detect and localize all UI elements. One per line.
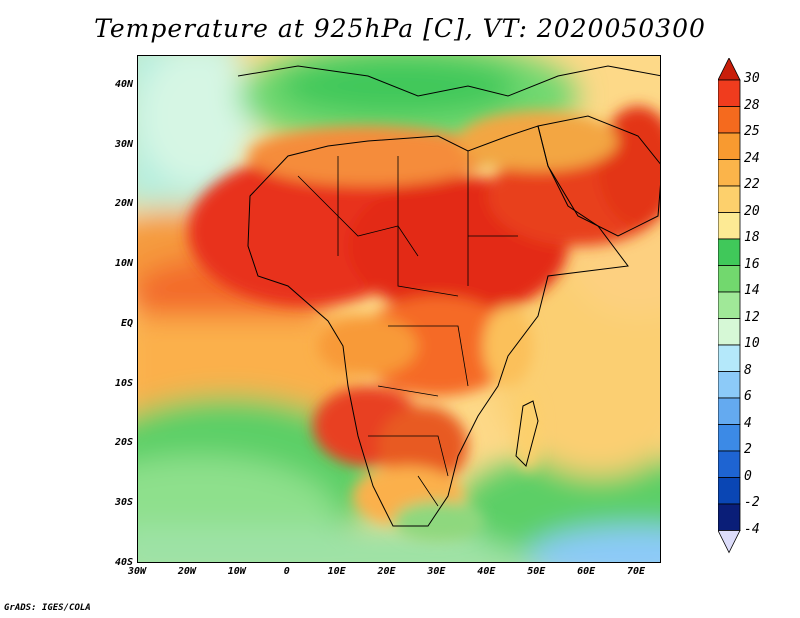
lat-tick-label: 20N <box>114 198 133 210</box>
lat-tick-label: 30N <box>114 138 133 150</box>
colorbar-level-label: 25 <box>744 124 760 139</box>
lon-tick-label: 30E <box>427 566 446 577</box>
colorbar-swatch <box>718 238 741 266</box>
lat-tick-label: 40N <box>114 78 133 90</box>
lon-tick-label: 30W <box>127 566 147 577</box>
lat-tick-label: 10S <box>114 377 133 389</box>
lat-tick-label: 30S <box>114 497 133 509</box>
lon-tick-label: 60E <box>577 566 596 577</box>
colorbar-level-label: 16 <box>744 256 760 272</box>
colorbar-level-label: 2 <box>744 442 752 457</box>
colorbar-level-label: -2 <box>744 495 760 510</box>
lat-tick-label: 10N <box>114 258 133 270</box>
arabia-outline <box>537 115 660 237</box>
lon-tick-label: 20W <box>177 566 196 577</box>
colorbar-level-label: 14 <box>744 283 760 298</box>
colorbar-level-label: 10 <box>744 336 760 351</box>
colorbar-swatch <box>718 503 741 531</box>
colorbar-level-label: 6 <box>744 389 752 404</box>
colorbar-bottom-triangle <box>718 530 741 554</box>
colorbar-swatch <box>718 477 741 505</box>
colorbar-level-label: 24 <box>744 150 760 166</box>
colorbar-swatch <box>718 106 741 134</box>
madagascar-outline <box>515 400 539 467</box>
colorbar-level-label: 20 <box>744 203 760 219</box>
colorbar-level-label: 28 <box>744 97 760 113</box>
lon-tick-label: 10E <box>327 566 346 577</box>
colorbar-level-label: 12 <box>744 309 760 325</box>
colorbar-swatch <box>718 397 741 425</box>
lon-tick-label: 70E <box>627 566 646 577</box>
colorbar-top-triangle <box>718 58 741 81</box>
colorbar-swatch <box>718 291 741 319</box>
colorbar-level-label: 8 <box>744 362 752 378</box>
colorbar-swatch <box>718 344 741 372</box>
colorbar-level-label: 30 <box>744 71 760 86</box>
colorbar-swatch <box>718 371 741 399</box>
lat-tick-label: 40S <box>114 557 133 568</box>
lon-tick-label: 40E <box>477 566 496 577</box>
europe-coastline <box>237 65 660 97</box>
chart-title: Temperature at 925hPa [C], VT: 202005030… <box>94 14 706 43</box>
colorbar <box>718 58 741 554</box>
colorbar-swatch <box>718 450 741 478</box>
colorbar-level-label: 0 <box>744 468 752 484</box>
colorbar-swatch <box>718 132 741 160</box>
colorbar-swatch <box>718 79 741 107</box>
colorbar-swatch <box>718 185 741 213</box>
africa-coastline <box>247 125 629 527</box>
colorbar-level-label: 18 <box>744 230 760 245</box>
lon-tick-label: 20E <box>377 566 396 577</box>
lat-tick-label: EQ <box>120 317 133 329</box>
colorbar-swatch <box>718 424 741 452</box>
temperature-field-map <box>138 56 660 562</box>
lon-tick-label: 10W <box>227 566 246 577</box>
map-plot-area <box>137 55 661 563</box>
colorbar-swatch <box>718 318 741 346</box>
lon-tick-label: 50E <box>527 566 546 577</box>
credit-text: GrADS: IGES/COLA <box>4 603 91 613</box>
lon-tick-label: 0 <box>283 566 290 577</box>
colorbar-level-label: -4 <box>744 521 760 537</box>
colorbar-swatch <box>718 159 741 187</box>
colorbar-level-label: 4 <box>744 415 752 431</box>
lat-tick-label: 20S <box>114 437 133 449</box>
colorbar-swatch <box>718 212 741 240</box>
colorbar-swatch <box>718 265 741 293</box>
colorbar-level-label: 22 <box>744 177 760 192</box>
